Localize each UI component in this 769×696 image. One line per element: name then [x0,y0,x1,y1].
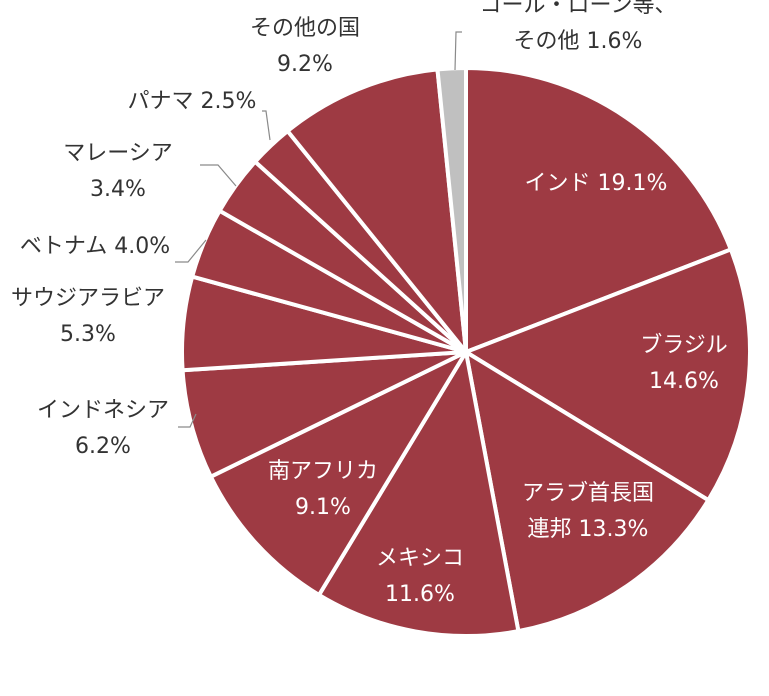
slice-label: マレーシア [63,141,173,166]
pie-slice [435,66,468,354]
slice-label: ベトナム 4.0% [20,234,170,259]
pie-slice [464,247,752,503]
slice-label: 9.1% [295,495,351,520]
leader-line [175,239,207,263]
slice-label: コール・ローン等、 [480,0,677,18]
slice-label: メキシコ [376,546,464,571]
slice-label: ブラジル [640,333,728,358]
leader-line [200,164,237,187]
leader-line [262,110,271,141]
slice-label: インドネシア [37,398,169,423]
slice-label: その他 1.6% [514,29,643,54]
slice-label: アラブ首長国 [522,481,654,506]
slice-label: インド 19.1% [525,171,668,196]
leader-line [178,413,197,428]
slice-label: 3.4% [90,177,146,202]
leader-line [454,31,462,71]
slice-label: パナマ 2.5% [128,89,257,114]
slice-label: サウジアラビア [11,286,165,311]
slice-label: 連邦 13.3% [528,517,649,542]
pie-slice [208,350,468,597]
slice-label: 9.2% [277,52,333,77]
pie-slice [317,350,521,638]
slice-label: 14.6% [649,369,719,394]
slice-label: 5.3% [60,322,116,347]
slice-label: その他の国 [250,16,360,41]
pie-slice [464,350,711,634]
slice-label: 6.2% [75,434,131,459]
pie-slice [464,66,733,354]
slice-label: 南アフリカ [268,459,378,484]
pie-slice [285,67,468,354]
slice-label: 11.6% [385,582,455,607]
